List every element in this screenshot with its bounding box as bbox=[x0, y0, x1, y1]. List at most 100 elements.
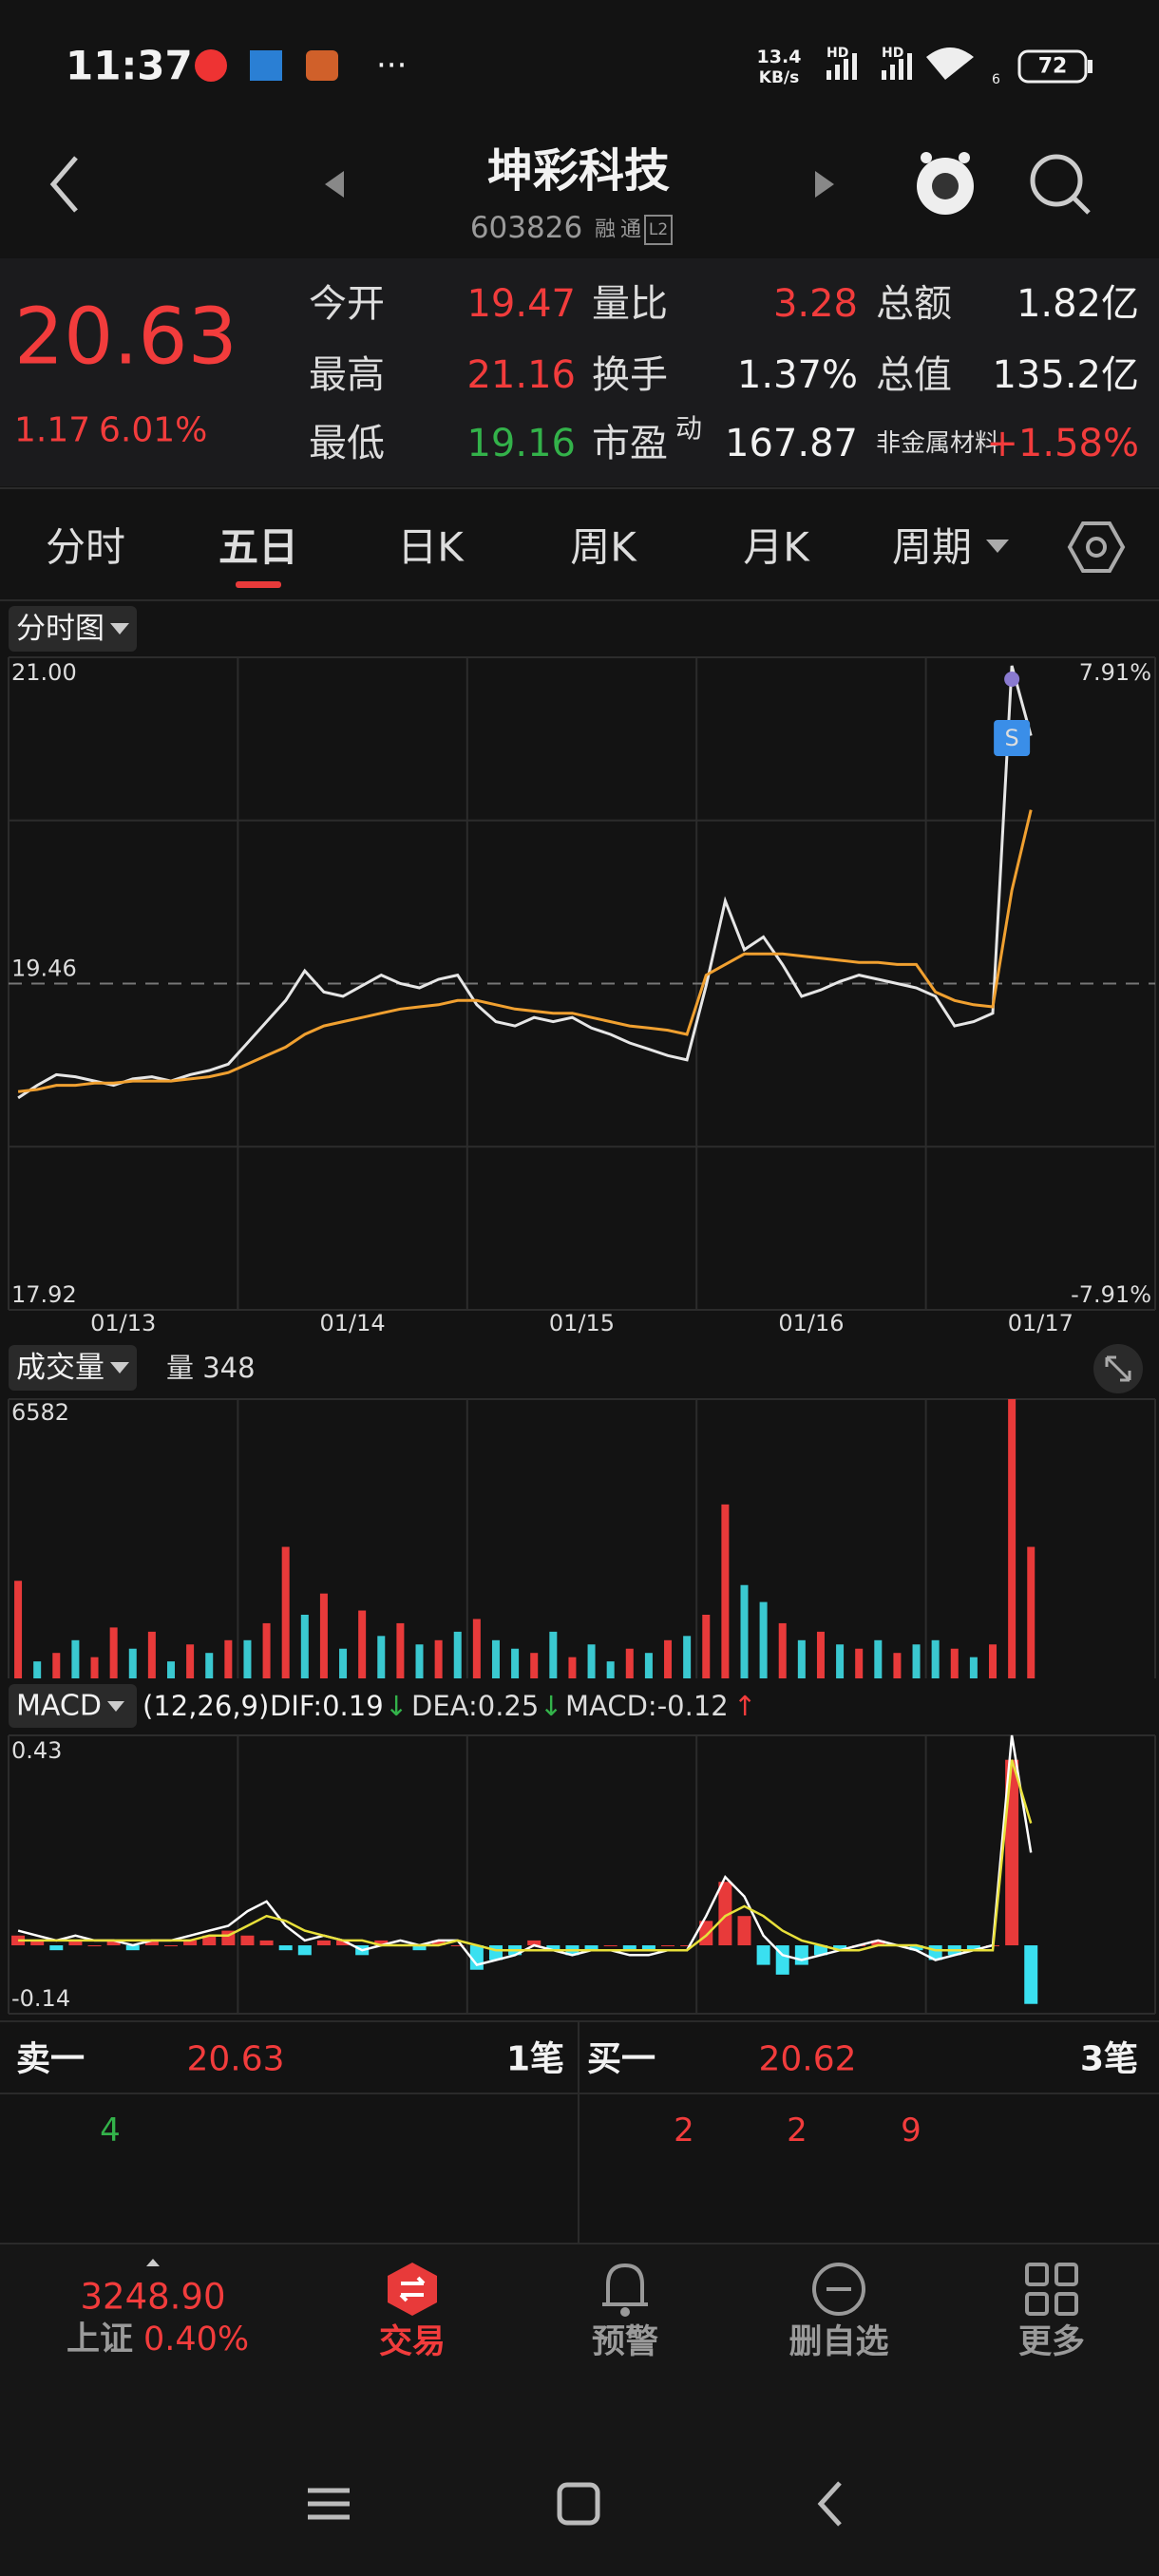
system-back[interactable] bbox=[817, 2481, 842, 2527]
volume-bar bbox=[377, 1636, 386, 1678]
stock-name: 坤彩科技 bbox=[487, 144, 670, 198]
macd-bar bbox=[316, 1940, 331, 1946]
macd-bar bbox=[527, 1940, 542, 1946]
nav-label: 更多 bbox=[1018, 2323, 1085, 2361]
search-button[interactable] bbox=[1030, 154, 1091, 215]
mascot-button[interactable] bbox=[917, 152, 974, 215]
dea-arrow: ↓ bbox=[540, 1690, 562, 1722]
macd-bar bbox=[1024, 1945, 1038, 2004]
next-stock[interactable] bbox=[815, 171, 834, 198]
macd-bar bbox=[49, 1945, 64, 1951]
series-line bbox=[17, 809, 1033, 1093]
volume-bar bbox=[664, 1639, 673, 1678]
prev-stock[interactable] bbox=[325, 171, 344, 198]
y-tick-label: 6582 bbox=[11, 1399, 69, 1426]
nav-remove[interactable]: 删自选 bbox=[788, 2263, 889, 2361]
macd-bar bbox=[278, 1945, 293, 1951]
settings-button[interactable] bbox=[1067, 521, 1126, 573]
volume-bar bbox=[969, 1657, 978, 1678]
volume-bar bbox=[568, 1657, 577, 1678]
field-value: 19.47 bbox=[466, 282, 576, 326]
price-chart-selector[interactable] bbox=[9, 606, 137, 652]
macd-bar bbox=[813, 1945, 827, 1956]
nav-label: 预警 bbox=[592, 2323, 658, 2361]
x-tick-label: 01/16 bbox=[778, 1310, 844, 1336]
tab[interactable]: 分时 bbox=[46, 524, 125, 571]
macd-bar bbox=[680, 1945, 694, 1947]
nav-more[interactable]: 更多 bbox=[1018, 2263, 1085, 2361]
system-home[interactable] bbox=[557, 2482, 600, 2526]
panel-label: 成交量 bbox=[16, 1351, 104, 1385]
wifi bbox=[926, 47, 974, 80]
volume-bar bbox=[931, 1639, 940, 1678]
volume-bar bbox=[243, 1639, 252, 1678]
volume-bar bbox=[587, 1644, 596, 1678]
back-button[interactable] bbox=[49, 156, 78, 213]
volume-bar bbox=[358, 1610, 367, 1678]
volume-bar bbox=[778, 1622, 787, 1678]
nav-trade[interactable]: 交易 bbox=[379, 2263, 446, 2361]
index-widget[interactable]: 3248.90 上证 0.40% bbox=[66, 2259, 249, 2358]
x-tick-label: 01/13 bbox=[90, 1310, 156, 1336]
tab[interactable]: 周期 bbox=[892, 524, 972, 571]
tab-indicator bbox=[236, 581, 281, 588]
period-dropdown[interactable] bbox=[986, 540, 1009, 553]
app-icon bbox=[250, 50, 282, 81]
volume-bar bbox=[606, 1661, 615, 1678]
net-unit: KB/s bbox=[759, 68, 799, 87]
tab[interactable]: 月K bbox=[743, 524, 810, 571]
field-label: 市盈 bbox=[592, 422, 668, 465]
volume-bar bbox=[912, 1644, 921, 1678]
volume-bar bbox=[300, 1614, 309, 1678]
macd-bar bbox=[11, 1935, 26, 1946]
volume-selector[interactable] bbox=[9, 1345, 137, 1391]
indicator-selector[interactable] bbox=[9, 1684, 137, 1728]
volume-bar bbox=[989, 1644, 998, 1678]
battery bbox=[1017, 49, 1088, 84]
macd-bar bbox=[450, 1945, 465, 1947]
macd-bar bbox=[106, 1940, 121, 1946]
macd-bar bbox=[87, 1945, 102, 1947]
more-notifications: ··· bbox=[376, 47, 407, 85]
macd-bar bbox=[584, 1945, 598, 1951]
volume-bar bbox=[740, 1584, 749, 1678]
app-icon bbox=[195, 49, 227, 82]
macd-bar bbox=[661, 1945, 675, 1947]
expand-button[interactable] bbox=[1093, 1344, 1143, 1393]
field-value: 1.37% bbox=[737, 353, 858, 397]
signal-label: S bbox=[1005, 725, 1019, 751]
volume-bar bbox=[205, 1653, 214, 1678]
nav-alert[interactable]: 预警 bbox=[592, 2263, 658, 2361]
tab[interactable]: 周K bbox=[570, 524, 637, 571]
volume-bar bbox=[434, 1639, 443, 1678]
panel-label: MACD bbox=[16, 1690, 102, 1723]
signal-badge[interactable] bbox=[994, 720, 1031, 756]
macd-bar bbox=[833, 1945, 847, 1951]
y2-tick-label: 7.91% bbox=[1079, 659, 1151, 686]
tab[interactable]: 日K bbox=[397, 524, 465, 571]
clock: 11:37 bbox=[66, 43, 193, 89]
macd-bar bbox=[909, 1945, 923, 1951]
macd-bar bbox=[125, 1945, 140, 1951]
buy-volume: 9 bbox=[901, 2112, 922, 2150]
macd-bar bbox=[336, 1940, 351, 1946]
volume-bar bbox=[874, 1639, 883, 1678]
field-value: 19.16 bbox=[466, 422, 576, 465]
volume-bar bbox=[702, 1614, 711, 1678]
macd-arrow: ↑ bbox=[733, 1690, 756, 1722]
macd-bar bbox=[622, 1945, 636, 1951]
badge: L2 bbox=[649, 220, 668, 239]
volume-bar bbox=[625, 1648, 634, 1678]
tab[interactable]: 五日 bbox=[218, 524, 298, 571]
field-value: +1.58% bbox=[986, 422, 1139, 465]
macd-bar bbox=[374, 1940, 389, 1946]
volume-bar bbox=[721, 1504, 730, 1678]
volume-bar bbox=[1027, 1546, 1036, 1678]
buy-label: 买一 bbox=[587, 2040, 656, 2079]
dropdown-arrow bbox=[107, 1701, 124, 1712]
system-menu[interactable] bbox=[308, 2488, 350, 2520]
macd-bar bbox=[546, 1945, 560, 1951]
hd: HD bbox=[882, 46, 903, 61]
